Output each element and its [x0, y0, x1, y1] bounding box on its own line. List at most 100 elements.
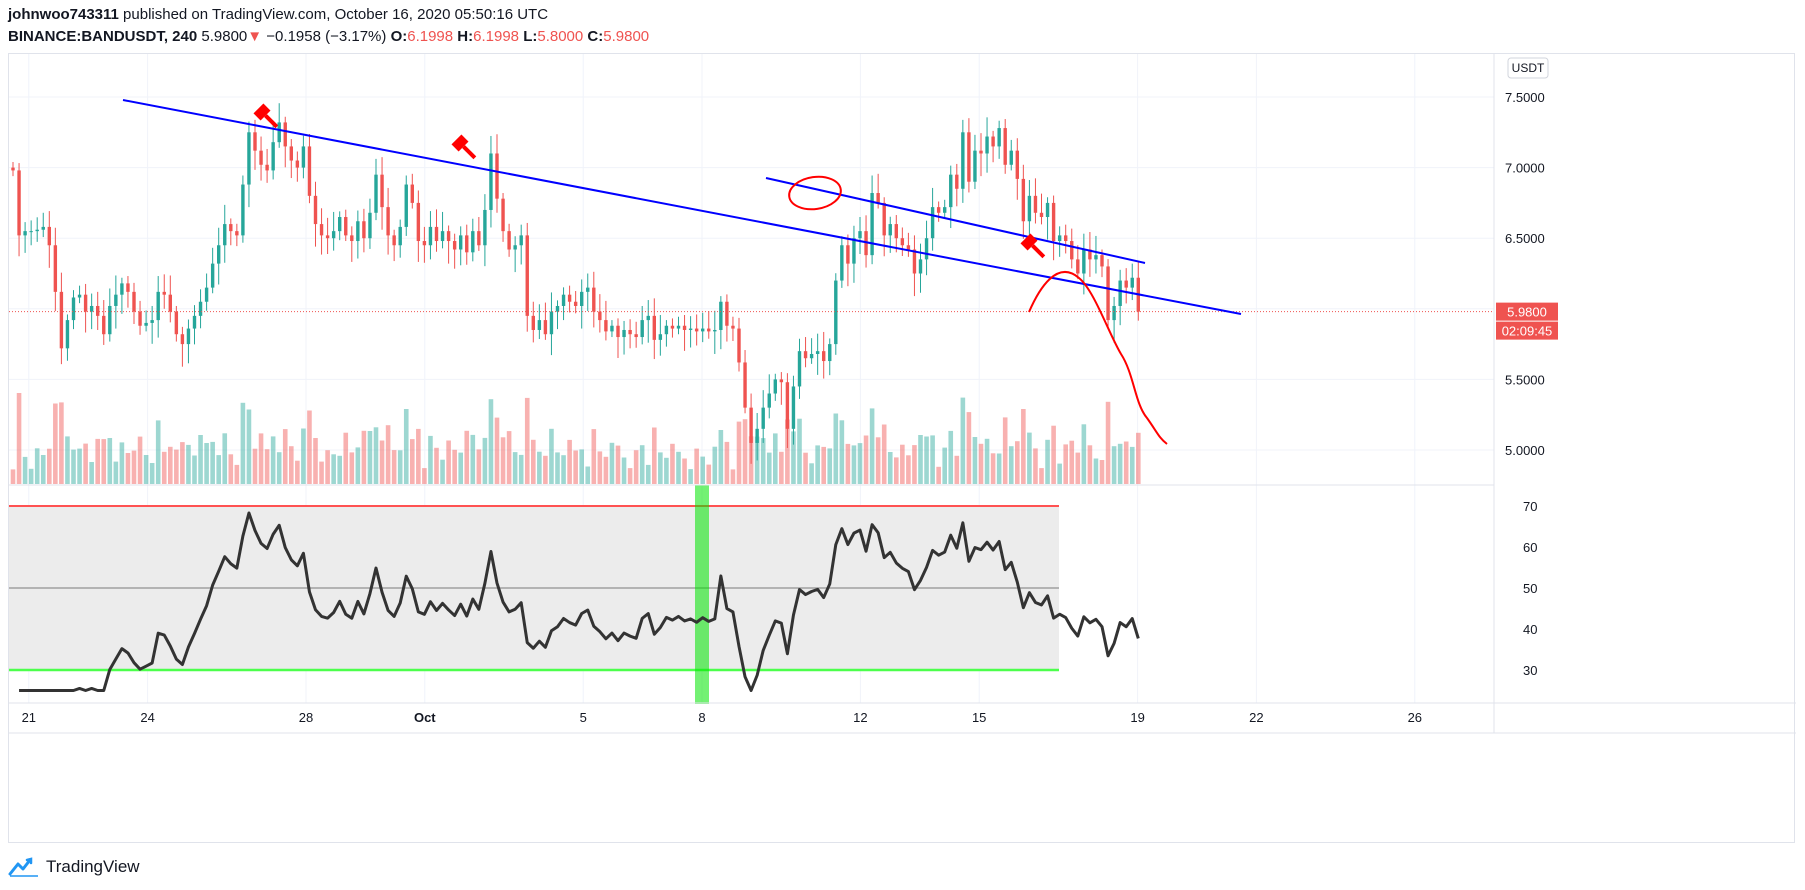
- volume-bar: [851, 445, 857, 484]
- volume-bar: [22, 456, 28, 484]
- close-label: C:: [587, 28, 604, 45]
- volume-bar: [488, 399, 494, 484]
- time-tick-label: 8: [698, 710, 705, 725]
- time-tick-label: 22: [1249, 710, 1263, 725]
- candle-body: [440, 231, 445, 242]
- volume-bar: [1027, 432, 1032, 484]
- volume-bar: [319, 461, 324, 484]
- candle-body: [1124, 280, 1128, 288]
- candle-body: [1045, 202, 1050, 218]
- candle-body: [307, 146, 312, 196]
- candle-body: [997, 128, 1001, 147]
- volume-bar: [978, 443, 984, 484]
- candle-body: [295, 160, 300, 168]
- volume-bar: [700, 456, 705, 484]
- candle-body: [761, 407, 765, 429]
- volume-bar: [573, 450, 578, 484]
- volume-bar: [155, 420, 161, 484]
- volume-bar: [83, 443, 88, 484]
- open-label: O:: [390, 28, 408, 45]
- candle-body: [1015, 150, 1019, 179]
- volume-bar: [621, 457, 627, 484]
- volume-bar: [416, 428, 421, 484]
- time-tick-label: 28: [299, 710, 313, 725]
- candle-body: [549, 311, 554, 335]
- time-tick-label: Oct: [414, 710, 436, 725]
- price-tick-label: 6.5000: [1505, 231, 1545, 246]
- volume-bar: [53, 403, 58, 484]
- volume-bar: [1069, 440, 1075, 484]
- volume-bar: [942, 447, 947, 484]
- candle-body: [271, 142, 275, 171]
- candle-body: [1076, 259, 1080, 274]
- tradingview-brand: TradingView: [46, 857, 140, 876]
- rsi-tick-label: 60: [1523, 540, 1537, 555]
- volume-bar: [948, 430, 954, 484]
- last-price-tag: [1496, 302, 1558, 321]
- trendline-upper: [122, 99, 1242, 315]
- candle-body: [725, 301, 729, 326]
- hammer-head: [451, 134, 469, 152]
- volume-bar: [276, 452, 282, 484]
- candle-body: [707, 328, 711, 332]
- currency-badge: [1507, 57, 1549, 79]
- volume-bar: [101, 439, 107, 484]
- candle-body: [356, 221, 360, 242]
- volume-bar: [137, 436, 143, 484]
- candle-body: [1070, 241, 1074, 260]
- candle-body: [991, 136, 995, 147]
- candle-body: [1082, 249, 1086, 274]
- volume-bar: [1039, 468, 1044, 484]
- volume-bar: [1136, 432, 1141, 484]
- volume-bar: [59, 402, 64, 484]
- volume-bar: [222, 433, 228, 484]
- volume-bar: [773, 433, 778, 484]
- volume-bar: [639, 445, 645, 484]
- candle-body: [422, 241, 427, 246]
- volume-bar: [295, 460, 300, 484]
- time-tick-label: 24: [140, 710, 154, 725]
- candle-body: [773, 379, 777, 394]
- volume-bar: [428, 435, 433, 484]
- author-name[interactable]: johnwoo743311: [8, 6, 119, 23]
- chart-frame[interactable]: USDT7.50007.00006.50006.00005.50005.0000…: [8, 53, 1796, 844]
- candle-body: [882, 202, 886, 236]
- candle-body: [289, 146, 293, 161]
- candle-body: [815, 351, 820, 354]
- candle-body: [1039, 212, 1044, 218]
- candle-body: [168, 294, 172, 312]
- tradingview-logo[interactable]: TradingView: [8, 853, 140, 881]
- volume-bar: [65, 436, 70, 484]
- volume-bar: [16, 393, 22, 484]
- candle-body: [1003, 128, 1007, 165]
- close-value: 5.9800: [603, 28, 650, 45]
- volume-bar: [785, 419, 790, 484]
- volume-bar: [246, 409, 252, 484]
- chart-canvas[interactable]: USDT7.50007.00006.50006.00005.50005.0000…: [9, 54, 1796, 844]
- volume-bar: [34, 448, 40, 484]
- candle-body: [398, 226, 402, 246]
- price-tick-label: 5.0000: [1505, 443, 1545, 458]
- candle-body: [53, 245, 58, 292]
- candle-body: [192, 315, 197, 329]
- candle-body: [17, 170, 21, 236]
- candle-body: [65, 320, 70, 349]
- candle-body: [519, 235, 523, 246]
- volume-bar: [234, 464, 240, 484]
- candle-body: [204, 287, 209, 302]
- open-value: 6.1998: [407, 28, 454, 45]
- candle-body: [495, 153, 499, 199]
- candle-body: [501, 198, 505, 232]
- volume-bar: [815, 445, 820, 484]
- volume-bar: [476, 449, 482, 484]
- candle-body: [277, 122, 281, 143]
- volume-bar: [900, 444, 905, 484]
- candle-body: [531, 315, 535, 330]
- candle-body: [1009, 150, 1013, 165]
- volume-bar: [857, 443, 863, 484]
- volume-bar: [361, 430, 367, 484]
- volume-bar: [494, 417, 500, 484]
- candle-body: [1027, 195, 1032, 222]
- candle-body: [11, 167, 15, 171]
- volume-bar: [912, 445, 917, 484]
